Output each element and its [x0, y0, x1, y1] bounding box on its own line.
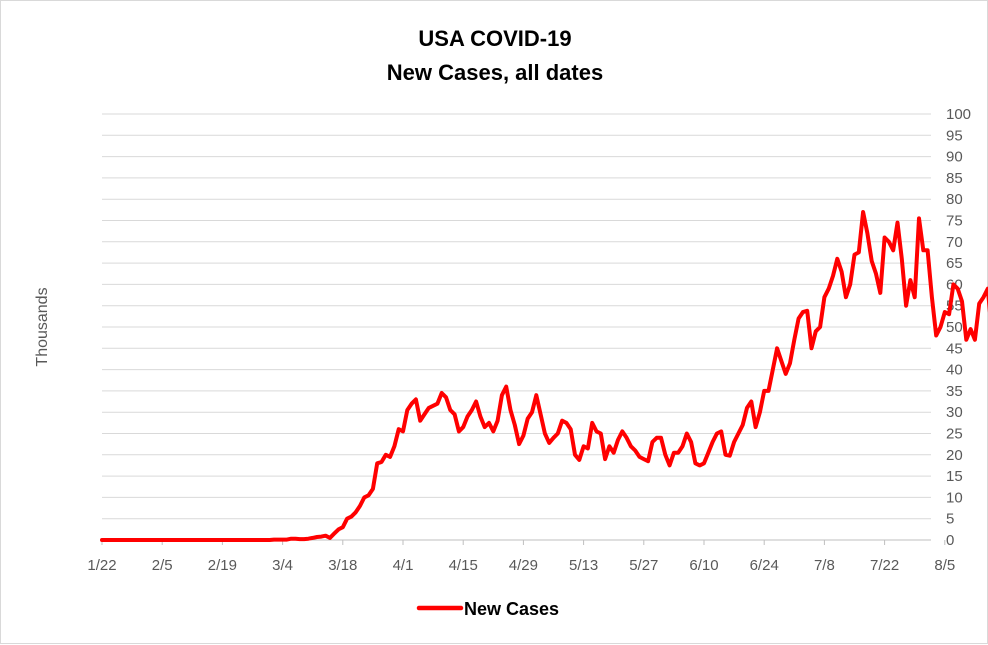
y-tick-label: 75	[946, 213, 963, 230]
x-tick-label: 7/8	[814, 557, 835, 574]
y-tick-label: 20	[946, 447, 963, 464]
x-tick-label: 7/22	[870, 557, 899, 574]
x-tick-label: 2/5	[152, 557, 173, 574]
y-tick-label: 50	[946, 319, 963, 336]
y-tick-label: 95	[946, 127, 963, 144]
x-tick-label: 2/19	[208, 557, 237, 574]
x-tick-label: 4/15	[449, 557, 478, 574]
y-tick-label: 65	[946, 255, 963, 272]
y-tick-label: 90	[946, 149, 963, 166]
chart-title-line2: New Cases, all dates	[387, 60, 603, 85]
x-tick-label: 3/4	[272, 557, 293, 574]
x-tick-label: 6/10	[689, 557, 718, 574]
y-tick-label: 85	[946, 170, 963, 187]
y-tick-label: 5	[946, 511, 954, 528]
y-tick-label: 100	[946, 106, 971, 123]
x-tick-label: 5/13	[569, 557, 598, 574]
series-layer	[100, 210, 988, 542]
y-tick-label: 80	[946, 191, 963, 208]
legend-label: New Cases	[464, 599, 559, 619]
y-tick-label: 35	[946, 383, 963, 400]
x-tick-label: 1/22	[87, 557, 116, 574]
y-tick-label: 30	[946, 404, 963, 421]
y-tick-label: 15	[946, 468, 963, 485]
chart-title-line1: USA COVID-19	[418, 26, 571, 51]
y-tick-label: 25	[946, 426, 963, 443]
x-tick-label: 6/24	[750, 557, 779, 574]
y-tick-label: 40	[946, 362, 963, 379]
x-tick-label: 5/27	[629, 557, 658, 574]
x-tick-label: 3/18	[328, 557, 357, 574]
legend: New Cases	[416, 599, 559, 619]
x-tick-label: 4/1	[393, 557, 414, 574]
y-tick-label: 70	[946, 234, 963, 251]
y-tick-label: 0	[946, 532, 954, 549]
y-tick-label: 10	[946, 489, 963, 506]
y-axis-ticks: 0510152025303540455055606570758085909510…	[946, 106, 971, 549]
series-line-new-cases	[100, 210, 988, 542]
y-tick-label: 45	[946, 340, 963, 357]
x-axis-ticks: 1/22 2/5 2/19 3/4 3/18 4/1 4/15 4/29 5/13 5/27 6/1…	[87, 540, 955, 574]
x-tick-label: 8/5	[934, 557, 955, 574]
gridlines	[102, 113, 931, 541]
y-axis-label: Thousands	[34, 287, 51, 366]
x-tick-label: 4/29	[509, 557, 538, 574]
